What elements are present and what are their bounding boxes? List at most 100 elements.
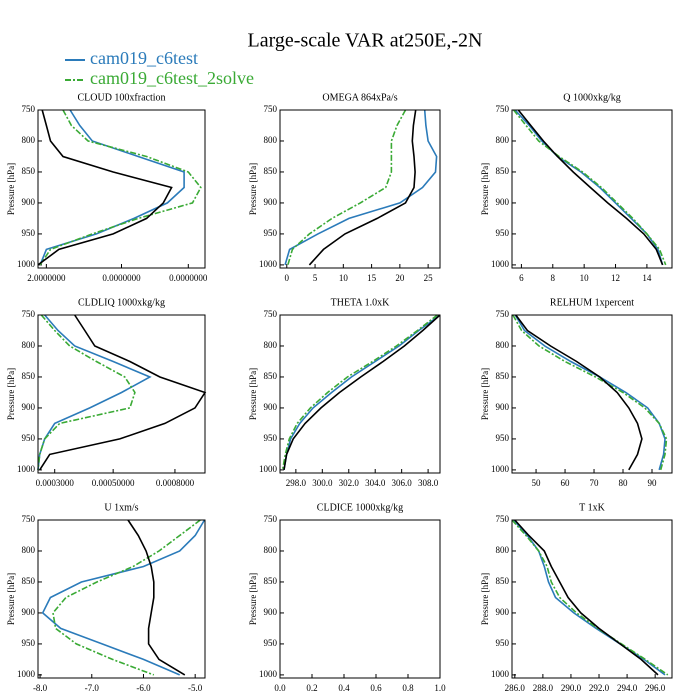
y-tick-label: 950 bbox=[496, 228, 510, 238]
x-tick-label: 8 bbox=[551, 273, 556, 283]
y-tick-label: 950 bbox=[264, 433, 278, 443]
x-tick-label: 294.0 bbox=[617, 683, 638, 693]
x-tick-label: 0.6 bbox=[370, 683, 382, 693]
profile-line bbox=[512, 109, 667, 266]
y-tick-label: 800 bbox=[264, 340, 278, 350]
y-tick-label: 850 bbox=[264, 166, 278, 176]
x-tick-label: 15 bbox=[367, 273, 377, 283]
y-axis-label: Pressure [hPa] bbox=[248, 573, 258, 625]
y-axis-label: Pressure [hPa] bbox=[6, 163, 16, 215]
plot-frame bbox=[37, 314, 206, 474]
x-tick-label: -8.0 bbox=[33, 683, 48, 693]
y-tick-label: 800 bbox=[264, 545, 278, 555]
y-tick-label: 1000 bbox=[259, 464, 278, 474]
x-tick-label: 302.0 bbox=[339, 478, 360, 488]
x-tick-label: 286.0 bbox=[505, 683, 526, 693]
y-axis-label: Pressure [hPa] bbox=[6, 368, 16, 420]
x-tick-label: 20 bbox=[395, 273, 405, 283]
profile-line bbox=[39, 109, 185, 266]
y-axis-label: Pressure [hPa] bbox=[480, 163, 490, 215]
profile-line bbox=[127, 519, 186, 676]
x-tick-label: 0.0008000 bbox=[156, 478, 195, 488]
x-tick-label: 10 bbox=[580, 273, 590, 283]
panel-title: OMEGA 864xPa/s bbox=[322, 92, 397, 103]
panel-title: T 1xK bbox=[579, 502, 605, 513]
y-axis-label: Pressure [hPa] bbox=[480, 573, 490, 625]
y-tick-label: 900 bbox=[264, 402, 278, 412]
panel-title: RELHUM 1xpercent bbox=[550, 297, 634, 308]
x-tick-label: 14 bbox=[642, 273, 652, 283]
y-tick-label: 1000 bbox=[17, 464, 36, 474]
panel-title: CLOUD 100xfraction bbox=[77, 92, 165, 103]
y-tick-label: 950 bbox=[22, 228, 36, 238]
y-axis-label: Pressure [hPa] bbox=[248, 163, 258, 215]
x-tick-label: 296.0 bbox=[645, 683, 666, 693]
legend-label: cam019_c6test_2solve bbox=[90, 68, 254, 88]
y-tick-label: 850 bbox=[264, 576, 278, 586]
panel-title: CLDLIQ 1000xkg/kg bbox=[78, 297, 165, 308]
y-tick-label: 850 bbox=[496, 166, 510, 176]
x-tick-label: 298.0 bbox=[286, 478, 307, 488]
x-tick-label: 292.0 bbox=[589, 683, 610, 693]
x-tick-label: 60 bbox=[561, 478, 571, 488]
plot-frame bbox=[511, 519, 673, 679]
y-axis-label: Pressure [hPa] bbox=[248, 368, 258, 420]
profile-line bbox=[514, 519, 659, 676]
x-tick-label: 0.4 bbox=[338, 683, 350, 693]
plot-frame bbox=[511, 314, 673, 474]
y-axis-label: Pressure [hPa] bbox=[480, 368, 490, 420]
y-tick-label: 1000 bbox=[17, 669, 36, 679]
y-tick-label: 750 bbox=[264, 514, 278, 524]
y-tick-label: 800 bbox=[496, 545, 510, 555]
y-tick-label: 1000 bbox=[259, 669, 278, 679]
y-tick-label: 950 bbox=[22, 638, 36, 648]
profile-line bbox=[287, 109, 407, 266]
y-tick-label: 1000 bbox=[259, 259, 278, 269]
plot-frame bbox=[37, 519, 206, 679]
y-tick-label: 750 bbox=[264, 309, 278, 319]
x-tick-label: -5.0 bbox=[188, 683, 203, 693]
y-tick-label: 800 bbox=[496, 340, 510, 350]
y-tick-label: 950 bbox=[22, 433, 36, 443]
x-tick-label: 50 bbox=[532, 478, 542, 488]
legend-label: cam019_c6test bbox=[90, 48, 198, 68]
y-tick-label: 750 bbox=[496, 514, 510, 524]
profile-line bbox=[37, 109, 173, 266]
y-tick-label: 950 bbox=[264, 638, 278, 648]
x-tick-label: 0.0000000 bbox=[102, 273, 141, 283]
y-tick-label: 800 bbox=[264, 135, 278, 145]
y-tick-label: 900 bbox=[264, 607, 278, 617]
plot-frame bbox=[279, 109, 441, 269]
x-tick-label: 290.0 bbox=[561, 683, 582, 693]
profile-line bbox=[514, 314, 666, 471]
y-tick-label: 750 bbox=[22, 309, 36, 319]
x-tick-label: 2.0000000 bbox=[27, 273, 66, 283]
x-tick-label: 12 bbox=[611, 273, 620, 283]
panel-title: U 1xm/s bbox=[104, 502, 138, 513]
y-tick-label: 800 bbox=[22, 340, 36, 350]
profile-line bbox=[512, 314, 668, 471]
x-tick-label: 1.0 bbox=[434, 683, 446, 693]
profile-line bbox=[37, 314, 152, 470]
y-tick-label: 1000 bbox=[491, 259, 510, 269]
x-tick-label: 288.0 bbox=[533, 683, 554, 693]
y-tick-label: 900 bbox=[264, 197, 278, 207]
plot-frame bbox=[279, 314, 441, 474]
y-tick-label: 900 bbox=[22, 402, 36, 412]
y-tick-label: 950 bbox=[496, 433, 510, 443]
profile-line bbox=[52, 519, 201, 676]
plot-frame bbox=[37, 109, 206, 269]
panel-title: THETA 1.0xK bbox=[331, 297, 390, 308]
y-tick-label: 850 bbox=[496, 371, 510, 381]
y-tick-label: 900 bbox=[496, 197, 510, 207]
y-tick-label: 950 bbox=[496, 638, 510, 648]
y-tick-label: 850 bbox=[264, 371, 278, 381]
x-tick-label: 0.00050000 bbox=[92, 478, 135, 488]
x-tick-label: 10 bbox=[339, 273, 349, 283]
profile-line bbox=[511, 519, 669, 676]
x-tick-label: 6 bbox=[519, 273, 524, 283]
profile-line bbox=[284, 109, 438, 266]
y-tick-label: 1000 bbox=[491, 464, 510, 474]
x-tick-label: 308.0 bbox=[418, 478, 439, 488]
x-tick-label: 0.8 bbox=[402, 683, 414, 693]
